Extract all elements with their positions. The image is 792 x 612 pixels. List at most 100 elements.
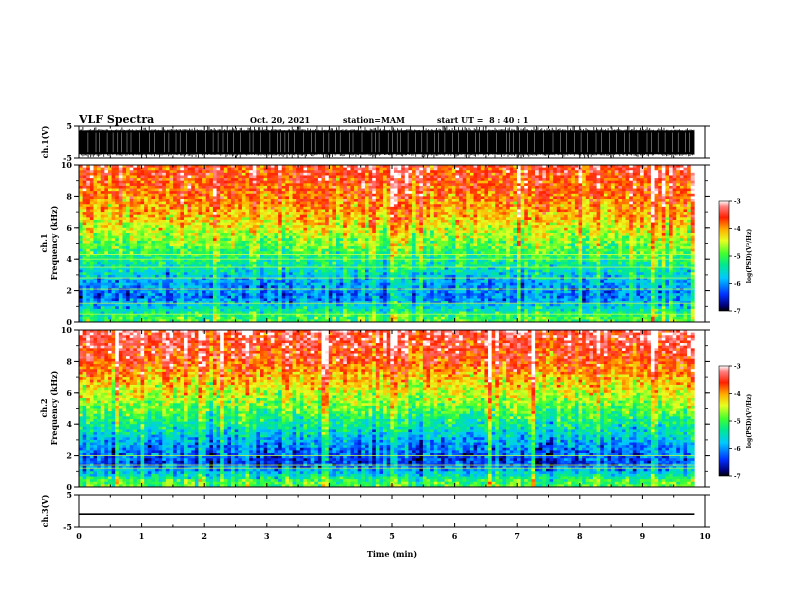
spectrogram-cell xyxy=(589,217,593,220)
spectrogram-cell xyxy=(676,186,680,189)
spectrogram-cell xyxy=(311,181,315,184)
spectrogram-cell xyxy=(474,175,478,178)
spectrogram-cell xyxy=(90,220,94,223)
spectrogram-cell xyxy=(524,194,528,197)
spectrogram-cell xyxy=(148,191,152,194)
spectrogram-cell xyxy=(343,186,347,189)
spectrogram-cell xyxy=(535,199,539,202)
spectrogram-cell xyxy=(137,223,141,226)
spectrogram-cell xyxy=(655,207,659,210)
spectrogram-cell xyxy=(455,236,459,239)
spectrogram-cell xyxy=(636,170,640,173)
spectrogram-cell xyxy=(633,225,637,228)
spectrogram-cell xyxy=(571,186,575,189)
spectrogram-cell xyxy=(437,202,441,205)
spectrogram-cell xyxy=(180,230,184,233)
spectrogram-cell xyxy=(90,186,94,189)
spectrogram-cell xyxy=(231,207,235,210)
spectrogram-cell xyxy=(86,173,90,176)
spectrogram-cell xyxy=(550,202,554,205)
spectrogram-cell xyxy=(669,194,673,197)
spectrogram-cell xyxy=(481,202,485,205)
spectrogram-cell xyxy=(115,168,119,171)
spectrogram-cell xyxy=(434,175,438,178)
spectrogram-cell xyxy=(242,170,246,173)
spectrogram-cell xyxy=(231,209,235,212)
spectrogram-cell xyxy=(79,191,83,194)
spectrogram-cell xyxy=(448,175,452,178)
spectrogram-cell xyxy=(274,204,278,207)
spectrogram-cell xyxy=(340,233,344,236)
spectrogram-cell xyxy=(597,202,601,205)
spectrogram-cell xyxy=(633,217,637,220)
spectrogram-cell xyxy=(329,199,333,202)
spectrogram-cell xyxy=(264,207,268,210)
spectrogram-cell xyxy=(369,217,373,220)
spectrogram-cell xyxy=(459,173,463,176)
spectrogram-cell xyxy=(101,230,105,233)
spectrogram-cell xyxy=(398,217,402,220)
spectrogram-cell xyxy=(448,189,452,192)
spectrogram-cell xyxy=(535,225,539,228)
spectrogram-cell xyxy=(651,173,655,176)
spectrogram-cell xyxy=(209,238,213,241)
spectrogram-cell xyxy=(655,238,659,241)
spectrogram-cell xyxy=(539,225,543,228)
spectrogram-cell xyxy=(452,233,456,236)
spectrogram-cell xyxy=(636,212,640,215)
spectrogram-cell xyxy=(459,212,463,215)
spectrogram-cell xyxy=(314,230,318,233)
spectrogram-cell xyxy=(615,220,619,223)
spectrogram-cell xyxy=(684,168,688,171)
spectrogram-cell xyxy=(101,225,105,228)
spectrogram-cell xyxy=(687,238,691,241)
spectrogram-cell xyxy=(130,212,134,215)
spectrogram-cell xyxy=(676,202,680,205)
spectrogram-cell xyxy=(553,202,557,205)
spectrogram-cell xyxy=(568,183,572,186)
spectrogram-cell xyxy=(484,215,488,218)
spectrogram-cell xyxy=(274,196,278,199)
spectrogram-cell xyxy=(289,220,293,223)
spectrogram-cell xyxy=(289,225,293,228)
spectrogram-cell xyxy=(246,183,250,186)
spectrogram-cell xyxy=(651,168,655,171)
spectrogram-cell xyxy=(372,168,376,171)
spectrogram-cell xyxy=(680,230,684,233)
spectrogram-cell xyxy=(557,220,561,223)
spectrogram-cell xyxy=(318,215,322,218)
spectrogram-cell xyxy=(474,199,478,202)
spectrogram-cell xyxy=(401,191,405,194)
spectrogram-cell xyxy=(673,194,677,197)
spectrogram-cell xyxy=(79,181,83,184)
spectrogram-cell xyxy=(249,202,253,205)
spectrogram-cell xyxy=(669,199,673,202)
spectrogram-cell xyxy=(376,199,380,202)
spectrogram-cell xyxy=(499,168,503,171)
spectrogram-cell xyxy=(470,212,474,215)
spectrogram-cell xyxy=(307,168,311,171)
spectrogram-cell xyxy=(361,223,365,226)
spectrogram-cell xyxy=(148,194,152,197)
spectrogram-cell xyxy=(90,233,94,236)
spectrogram-cell xyxy=(104,168,108,171)
spectrogram-cell xyxy=(539,196,543,199)
spectrogram-cell xyxy=(640,212,644,215)
spectrogram-cell xyxy=(579,209,583,212)
spectrogram-cell xyxy=(430,238,434,241)
spectrogram-cell xyxy=(676,233,680,236)
spectrogram-cell xyxy=(589,225,593,228)
spectrogram-cell xyxy=(560,217,564,220)
spectrogram-cell xyxy=(188,175,192,178)
spectrogram-cell xyxy=(242,238,246,241)
spectrogram-cell xyxy=(177,191,181,194)
spectrogram-cell xyxy=(618,236,622,239)
spectrogram-cell xyxy=(455,228,459,231)
spectrogram-cell xyxy=(676,175,680,178)
spectrogram-cell xyxy=(86,233,90,236)
spectrogram-cell xyxy=(622,194,626,197)
spectrogram-cell xyxy=(336,225,340,228)
spectrogram-cell xyxy=(629,215,633,218)
spectrogram-cell xyxy=(691,215,695,218)
spectrogram-cell xyxy=(387,191,391,194)
